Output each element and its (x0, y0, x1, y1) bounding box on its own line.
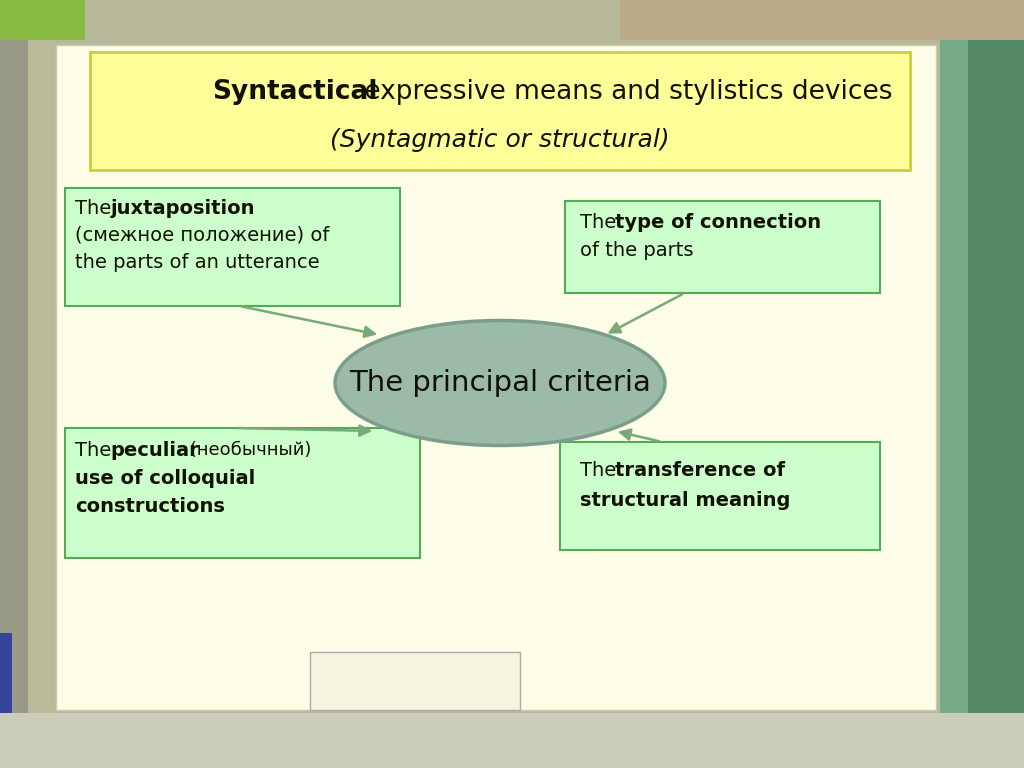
Text: type of connection: type of connection (615, 214, 821, 233)
Text: (необычный): (необычный) (183, 441, 311, 459)
FancyBboxPatch shape (90, 52, 910, 170)
FancyBboxPatch shape (0, 633, 12, 713)
Text: expressive means and stylistics devices: expressive means and stylistics devices (355, 79, 892, 105)
FancyBboxPatch shape (65, 188, 400, 306)
Text: The principal criteria: The principal criteria (349, 369, 651, 397)
Text: Syntactical: Syntactical (213, 79, 378, 105)
FancyBboxPatch shape (65, 428, 420, 558)
Text: transference of: transference of (615, 461, 785, 479)
Text: The: The (580, 214, 623, 233)
FancyBboxPatch shape (940, 40, 968, 713)
FancyBboxPatch shape (0, 0, 85, 40)
Text: The: The (75, 441, 118, 459)
Text: (смежное положение) of: (смежное положение) of (75, 226, 330, 244)
Text: (Syntagmatic or structural): (Syntagmatic or structural) (330, 128, 670, 153)
FancyBboxPatch shape (310, 652, 520, 710)
Text: of the parts: of the parts (580, 241, 693, 260)
FancyBboxPatch shape (620, 0, 1024, 40)
FancyBboxPatch shape (0, 0, 1024, 40)
Text: The: The (75, 198, 118, 217)
FancyBboxPatch shape (0, 40, 28, 713)
FancyBboxPatch shape (56, 45, 936, 710)
Text: peculiar: peculiar (111, 441, 199, 459)
FancyBboxPatch shape (560, 442, 880, 550)
FancyBboxPatch shape (0, 713, 1024, 768)
FancyBboxPatch shape (565, 201, 880, 293)
Text: constructions: constructions (75, 496, 225, 515)
Text: juxtaposition: juxtaposition (111, 198, 255, 217)
FancyBboxPatch shape (28, 40, 56, 713)
Text: structural meaning: structural meaning (580, 491, 791, 509)
FancyBboxPatch shape (968, 40, 1024, 713)
Text: the parts of an utterance: the parts of an utterance (75, 253, 319, 272)
Text: use of colloquial: use of colloquial (75, 468, 255, 488)
Text: The: The (580, 461, 623, 479)
Ellipse shape (335, 320, 665, 445)
